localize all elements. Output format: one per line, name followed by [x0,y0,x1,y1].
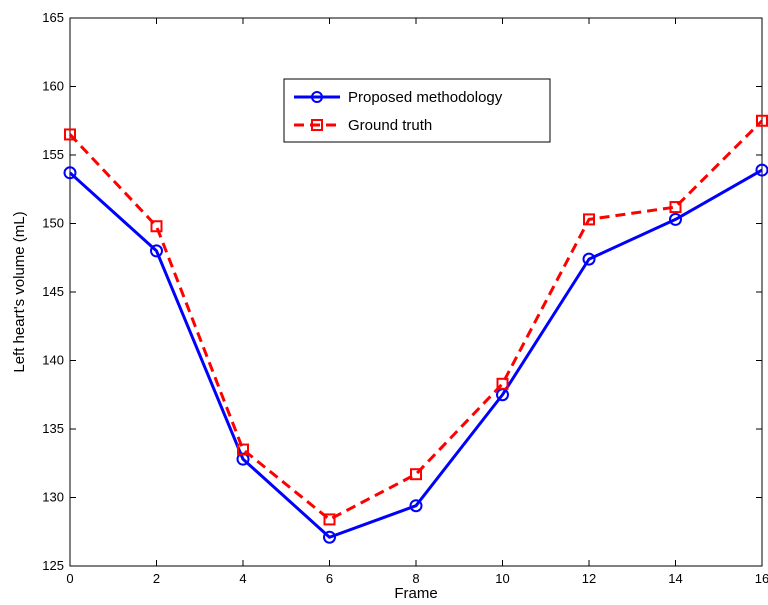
data-point [409,499,423,513]
x-tick-label: 6 [326,571,333,586]
data-point [64,128,76,141]
legend-marker-ground-truth [311,119,323,131]
legend-box [283,78,551,143]
y-tick-label: 155 [42,147,64,162]
y-tick-label: 140 [42,353,64,368]
data-point [237,443,249,456]
x-tick-label: 12 [582,571,596,586]
data-point [323,513,336,526]
data-point [582,252,596,266]
legend: Proposed methodology Ground truth [283,78,551,143]
legend-label-ground-truth: Ground truth [348,117,432,134]
y-tick-label: 160 [42,79,64,94]
data-point [150,244,163,258]
x-tick-label: 16 [755,571,768,586]
x-tick-label: 2 [153,571,160,586]
series-line [68,168,763,539]
x-tick-label: 0 [66,571,73,586]
y-axis-label: Left heart's volume (mL) [11,211,28,372]
y-tick-label: 130 [42,490,64,505]
y-tick-label: 135 [42,421,64,436]
series-ground-truth [64,114,768,526]
x-tick-label: 10 [495,571,509,586]
data-point [669,201,682,214]
data-point [669,212,682,226]
legend-marker-proposed [311,91,323,103]
x-tick-label: 14 [668,571,682,586]
y-tick-label: 125 [42,558,64,573]
y-tick-label: 145 [42,284,64,299]
y-tick-label: 165 [42,10,64,25]
data-point [410,468,422,481]
data-point [150,220,163,233]
data-point [583,213,595,226]
x-tick-label: 8 [412,571,419,586]
data-point [756,114,768,127]
y-tick-label: 150 [42,216,64,231]
data-point [496,377,509,390]
axis-ticks: 0 2 4 6 8 10 12 14 16 125 130 135 140 145 150 155 160 165 [42,10,768,586]
series-layer [63,114,768,544]
x-tick-label: 4 [239,571,246,586]
x-axis-label: Frame [394,585,437,602]
data-point [63,166,77,180]
legend-label-proposed: Proposed methodology [348,89,503,106]
data-point [323,530,336,544]
